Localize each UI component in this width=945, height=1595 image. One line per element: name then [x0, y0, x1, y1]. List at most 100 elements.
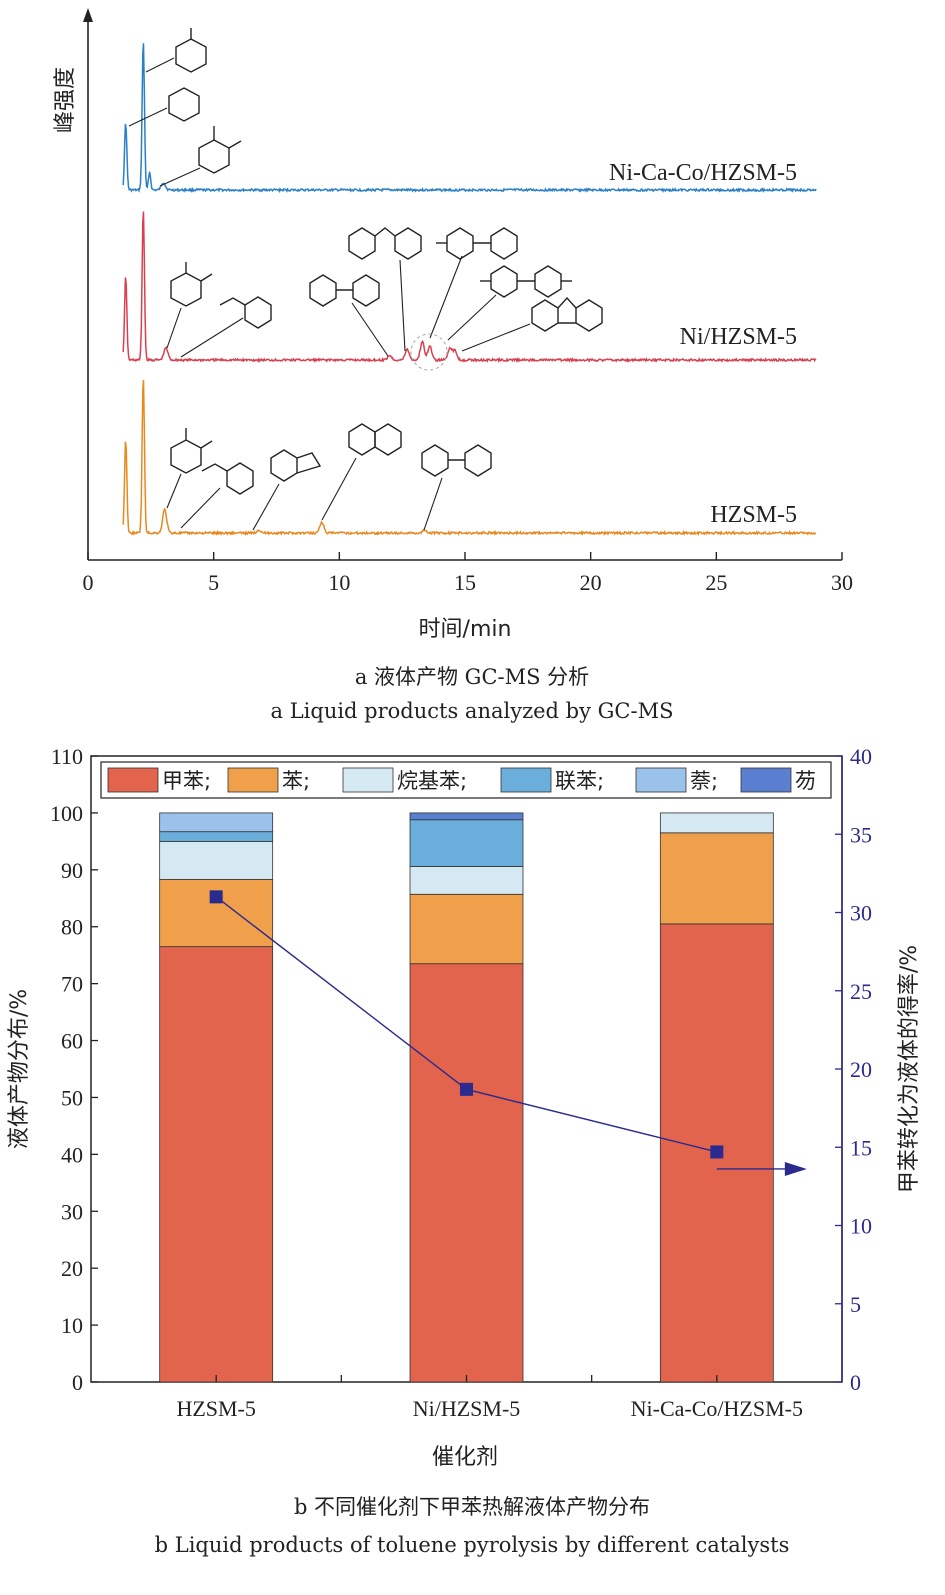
xylene-structure	[198, 126, 242, 174]
styrene-structure-2	[201, 462, 254, 495]
bar-segment	[159, 879, 274, 948]
legend-label: 芴	[795, 769, 816, 793]
arrow	[145, 57, 175, 73]
arrow	[128, 107, 168, 127]
legend: 甲苯; 苯; 烷基苯; 联苯; 萘; 芴	[100, 761, 832, 799]
arrow	[447, 294, 497, 341]
bar-segment	[409, 812, 524, 821]
legend-swatch	[227, 767, 279, 793]
x-tick-label-a: 15	[454, 570, 476, 595]
legend-label: 甲苯;	[162, 769, 211, 793]
x-category-label: Ni/HZSM-5	[413, 1396, 521, 1421]
legend-swatch	[342, 767, 394, 793]
y-tick-label-b: 110	[51, 744, 83, 769]
y-tick-label-b: 20	[61, 1256, 83, 1281]
arrow	[252, 483, 280, 531]
bar-panel: 0 10 20 30 40 50 60 70 80 90 100 110 0 5 10 15 20 25 30 35…	[7, 744, 922, 1557]
benzene-structure	[168, 87, 200, 122]
bar-segment	[409, 866, 524, 895]
y-tick-label-b: 10	[61, 1313, 83, 1338]
series-label-ni: Ni/HZSM-5	[680, 324, 797, 350]
y-tick-label-b: 70	[61, 972, 83, 997]
x-tick-label-a: 30	[831, 570, 853, 595]
arrow	[166, 307, 182, 349]
x-categories: HZSM-5 Ni/HZSM-5 Ni-Ca-Co/HZSM-5	[176, 1375, 803, 1421]
y-tick-label-b: 60	[61, 1029, 83, 1054]
y-tick-label-right: 40	[850, 744, 872, 769]
caption-b-en: b Liquid products of toluene pyrolysis b…	[155, 1533, 790, 1557]
x-category-label: Ni-Ca-Co/HZSM-5	[631, 1396, 803, 1421]
x-tick-label-a: 5	[208, 570, 219, 595]
gcms-panel: 0 5 10 15 20 25 30 峰强度 时间/min Ni-Ca-Co/HZSM-5 …	[53, 8, 853, 723]
arrow	[399, 259, 406, 352]
diphenylmethane-structure	[348, 227, 422, 260]
right-axis-arrowhead	[784, 1161, 807, 1176]
arrow	[321, 457, 357, 521]
legend-label: 萘;	[690, 769, 718, 793]
bar-segment	[659, 832, 774, 925]
y-tick-label-right: 10	[850, 1214, 872, 1239]
arrow	[351, 302, 389, 357]
y-tick-label-right: 30	[850, 901, 872, 926]
x-tick-label-a: 25	[705, 570, 727, 595]
y-label-b: 液体产物分布/%	[7, 989, 32, 1149]
toluene-structure	[175, 28, 207, 73]
arrow	[159, 167, 201, 187]
x-tick-label-a: 20	[580, 570, 602, 595]
indene-structure	[270, 449, 322, 482]
legend-swatch	[500, 767, 552, 793]
arrow	[180, 487, 221, 529]
chromatogram-2	[122, 379, 817, 537]
arrow	[180, 317, 244, 358]
fluorene-structure	[531, 296, 603, 332]
caption-b-cn: b 不同催化剂下甲苯热解液体产物分布	[294, 1495, 650, 1519]
chromatogram-1	[122, 211, 817, 364]
y-tick-label-right: 5	[850, 1292, 861, 1317]
yield-marker	[209, 890, 223, 904]
bar-segment	[659, 812, 774, 834]
yield-line	[209, 890, 807, 1176]
xylene-structure-2	[170, 262, 213, 307]
y-tick-label-b: 100	[50, 801, 83, 826]
xylene-structure-3	[170, 428, 213, 474]
bar-segment	[159, 946, 274, 1383]
bar-segment	[409, 893, 524, 965]
bar-segment	[409, 819, 524, 867]
legend-swatch	[635, 767, 687, 793]
y-label-a: 峰强度	[53, 67, 78, 133]
chromatogram-traces	[122, 43, 817, 537]
yield-marker	[460, 1082, 473, 1096]
methylbiphenyl-structure	[436, 227, 518, 260]
series-label-hzsm5: HZSM-5	[710, 502, 797, 528]
y-tick-label-right: 20	[850, 1057, 872, 1082]
highlight-circle	[410, 333, 448, 371]
stacked-bars	[159, 812, 774, 1383]
molecule-structures	[168, 28, 603, 495]
y-ticks-left: 0 10 20 30 40 50 60 70 80 90 100 110	[50, 744, 98, 1395]
y-tick-label-right: 25	[850, 979, 872, 1004]
x-category-label: HZSM-5	[176, 1396, 255, 1421]
bar-segment	[159, 812, 274, 833]
legend-label: 苯;	[282, 769, 310, 793]
legend-box	[100, 761, 832, 799]
y-tick-label-b: 40	[61, 1142, 83, 1167]
chromatogram-0	[122, 43, 817, 194]
legend-label: 烷基苯;	[397, 769, 467, 793]
caption-a-en: a Liquid products analyzed by GC-MS	[271, 699, 674, 723]
naphthalene-structure	[348, 423, 402, 456]
y-tick-label-right: 35	[850, 822, 872, 847]
biphenyl-structure-2	[421, 444, 492, 477]
biphenyl-structure	[309, 274, 380, 307]
arrow	[461, 323, 531, 352]
x-ticks-a: 0 5 10 15 20 25 30	[83, 552, 853, 595]
arrow	[429, 255, 463, 339]
legend-swatch	[107, 767, 159, 793]
y-tick-label-b: 50	[61, 1085, 83, 1110]
y-tick-label-b: 90	[61, 858, 83, 883]
caption-a-cn: a 液体产物 GC-MS 分析	[355, 665, 589, 689]
series-label-nicaco: Ni-Ca-Co/HZSM-5	[609, 160, 797, 186]
y-tick-label-right: 15	[850, 1135, 872, 1160]
y-tick-label-b: 30	[61, 1199, 83, 1224]
yield-marker	[710, 1145, 724, 1159]
